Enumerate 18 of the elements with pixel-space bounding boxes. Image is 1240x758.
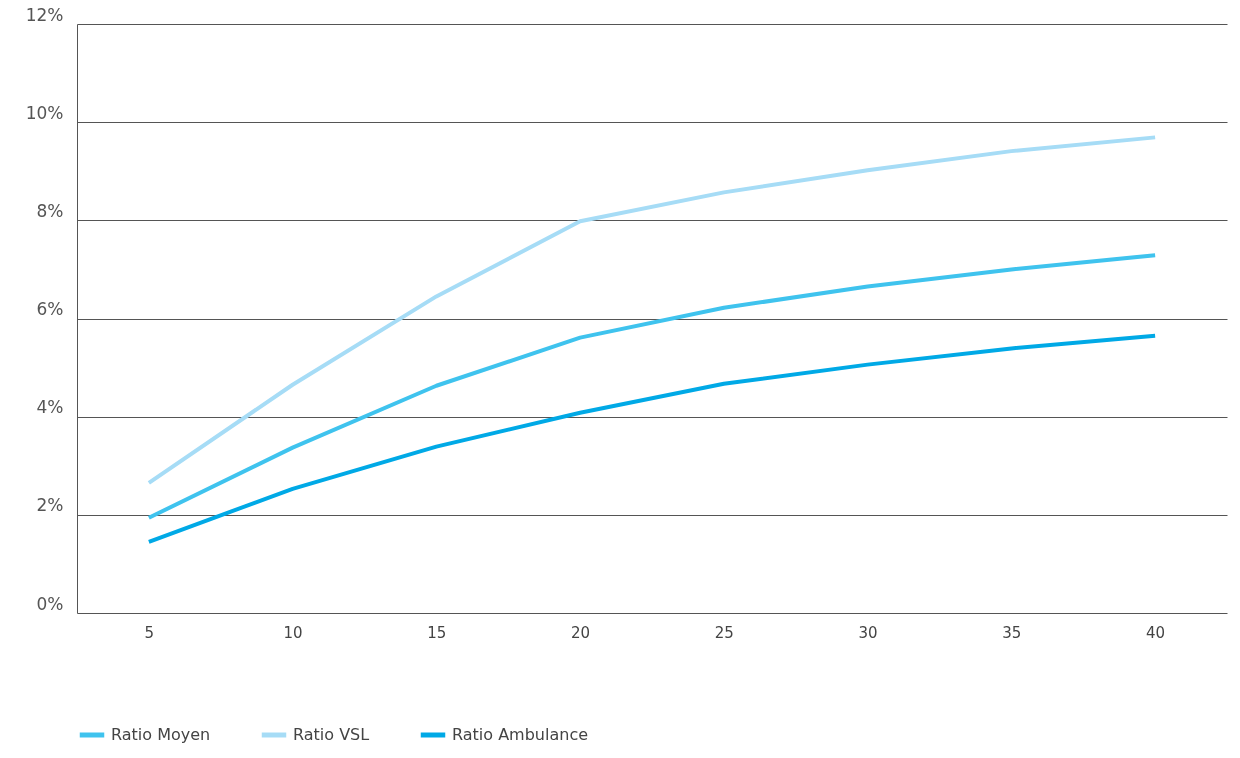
x-tick-label: 20 <box>571 623 591 642</box>
legend-label: Ratio Moyen <box>111 725 211 744</box>
y-tick-label: 0% <box>36 593 64 614</box>
x-tick-label: 15 <box>427 623 447 642</box>
y-tick-label: 4% <box>36 397 64 418</box>
y-tick-label: 8% <box>36 200 64 221</box>
x-tick-label: 35 <box>1002 623 1022 642</box>
x-tick-label: 10 <box>283 623 303 642</box>
y-tick-label: 12% <box>25 4 64 25</box>
x-tick-label: 25 <box>714 623 734 642</box>
y-tick-label: 10% <box>25 102 64 123</box>
x-tick-label: 40 <box>1146 623 1166 642</box>
legend-label: Ratio VSL <box>293 725 370 744</box>
legend-label: Ratio Ambulance <box>452 725 589 744</box>
y-tick-label: 6% <box>36 299 64 319</box>
y-tick-label: 2% <box>36 495 64 516</box>
x-tick-label: 5 <box>144 623 155 642</box>
x-tick-label: 30 <box>858 623 878 642</box>
